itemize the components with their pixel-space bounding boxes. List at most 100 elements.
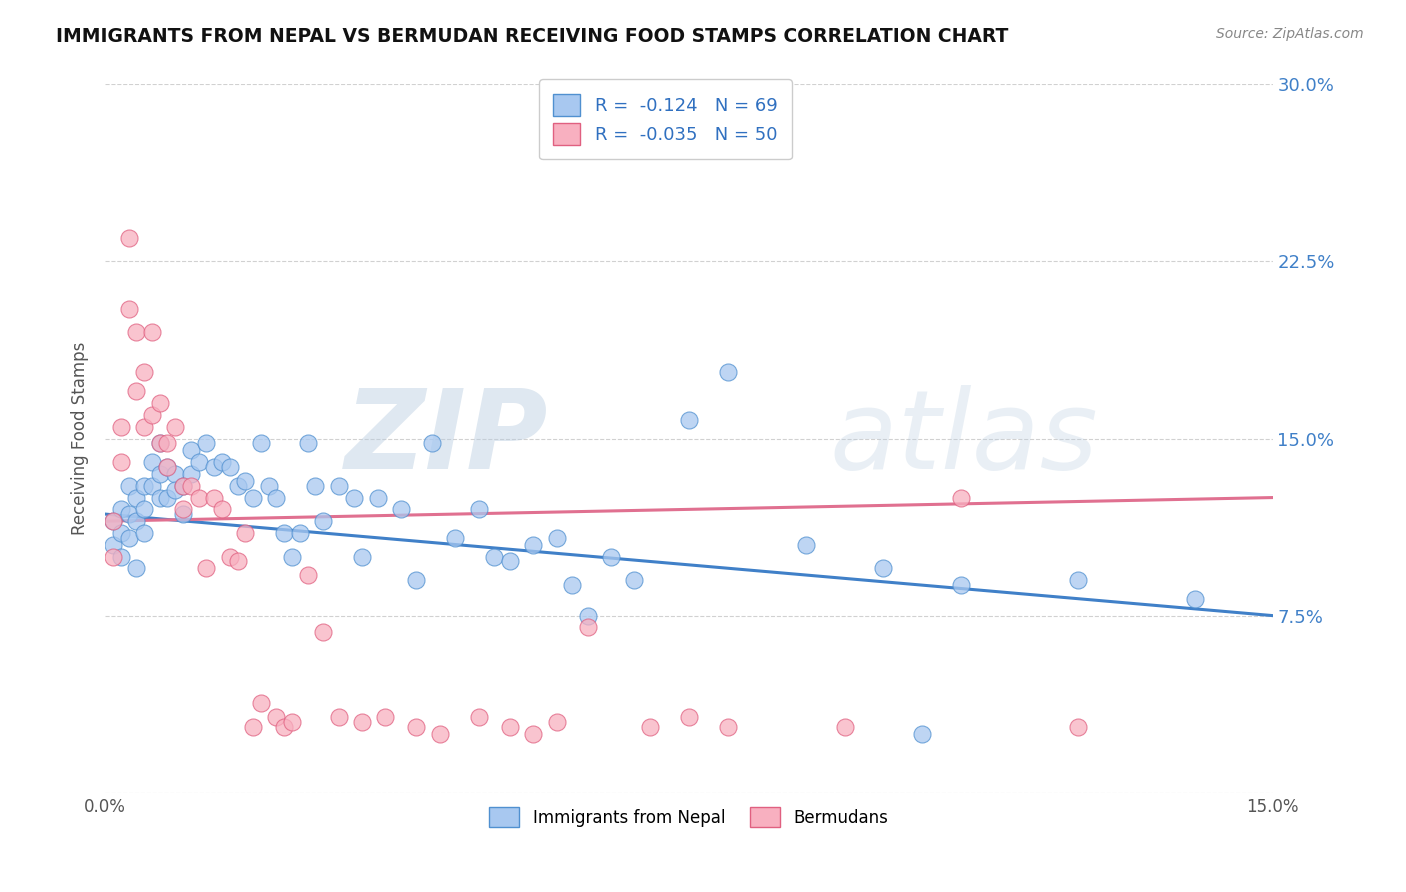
Point: [172, 479, 194, 493]
Point: [297, 568, 319, 582]
Point: [350, 714, 373, 729]
Point: [125, 326, 148, 340]
Point: [165, 483, 187, 498]
Point: [149, 436, 172, 450]
Point: [117, 507, 139, 521]
Point: [101, 538, 124, 552]
Point: [623, 573, 645, 587]
Point: [233, 526, 256, 541]
Point: [211, 455, 233, 469]
Point: [638, 720, 661, 734]
Point: [576, 620, 599, 634]
Point: [233, 474, 256, 488]
Point: [273, 526, 295, 541]
Point: [312, 625, 335, 640]
Point: [576, 608, 599, 623]
Point: [117, 231, 139, 245]
Point: [717, 720, 740, 734]
Point: [187, 455, 209, 469]
Point: [242, 491, 264, 505]
Text: Source: ZipAtlas.com: Source: ZipAtlas.com: [1216, 27, 1364, 41]
Point: [405, 720, 427, 734]
Text: ZIP: ZIP: [346, 385, 548, 492]
Point: [499, 720, 522, 734]
Point: [218, 459, 240, 474]
Point: [678, 710, 700, 724]
Point: [343, 491, 366, 505]
Point: [405, 573, 427, 587]
Point: [226, 479, 249, 493]
Point: [911, 726, 934, 740]
Point: [202, 491, 225, 505]
Point: [110, 549, 132, 564]
Point: [546, 714, 568, 729]
Point: [872, 561, 894, 575]
Point: [125, 491, 148, 505]
Point: [110, 419, 132, 434]
Point: [522, 538, 544, 552]
Point: [141, 326, 163, 340]
Point: [546, 531, 568, 545]
Point: [125, 384, 148, 399]
Point: [218, 549, 240, 564]
Point: [149, 491, 172, 505]
Point: [101, 514, 124, 528]
Point: [141, 408, 163, 422]
Point: [202, 459, 225, 474]
Point: [281, 714, 304, 729]
Point: [266, 491, 288, 505]
Point: [195, 561, 218, 575]
Point: [273, 720, 295, 734]
Point: [117, 479, 139, 493]
Point: [141, 455, 163, 469]
Point: [149, 467, 172, 481]
Point: [297, 436, 319, 450]
Point: [561, 578, 583, 592]
Point: [125, 514, 148, 528]
Point: [211, 502, 233, 516]
Point: [134, 419, 156, 434]
Point: [149, 436, 172, 450]
Point: [141, 479, 163, 493]
Point: [172, 507, 194, 521]
Point: [156, 459, 179, 474]
Point: [156, 436, 179, 450]
Point: [187, 491, 209, 505]
Point: [134, 479, 156, 493]
Point: [156, 459, 179, 474]
Point: [165, 419, 187, 434]
Point: [1067, 720, 1090, 734]
Point: [350, 549, 373, 564]
Point: [717, 366, 740, 380]
Point: [110, 455, 132, 469]
Point: [444, 531, 467, 545]
Point: [499, 554, 522, 568]
Point: [266, 710, 288, 724]
Point: [522, 726, 544, 740]
Point: [1184, 592, 1206, 607]
Point: [794, 538, 817, 552]
Point: [180, 443, 202, 458]
Point: [242, 720, 264, 734]
Point: [328, 710, 350, 724]
Point: [117, 301, 139, 316]
Point: [110, 526, 132, 541]
Legend: Immigrants from Nepal, Bermudans: Immigrants from Nepal, Bermudans: [482, 800, 896, 834]
Point: [950, 578, 973, 592]
Point: [226, 554, 249, 568]
Point: [678, 412, 700, 426]
Point: [834, 720, 856, 734]
Point: [429, 726, 451, 740]
Point: [134, 526, 156, 541]
Point: [950, 491, 973, 505]
Point: [250, 436, 273, 450]
Point: [1067, 573, 1090, 587]
Point: [149, 396, 172, 410]
Point: [468, 502, 491, 516]
Text: IMMIGRANTS FROM NEPAL VS BERMUDAN RECEIVING FOOD STAMPS CORRELATION CHART: IMMIGRANTS FROM NEPAL VS BERMUDAN RECEIV…: [56, 27, 1008, 45]
Point: [367, 491, 389, 505]
Point: [117, 531, 139, 545]
Point: [180, 479, 202, 493]
Point: [101, 514, 124, 528]
Point: [156, 491, 179, 505]
